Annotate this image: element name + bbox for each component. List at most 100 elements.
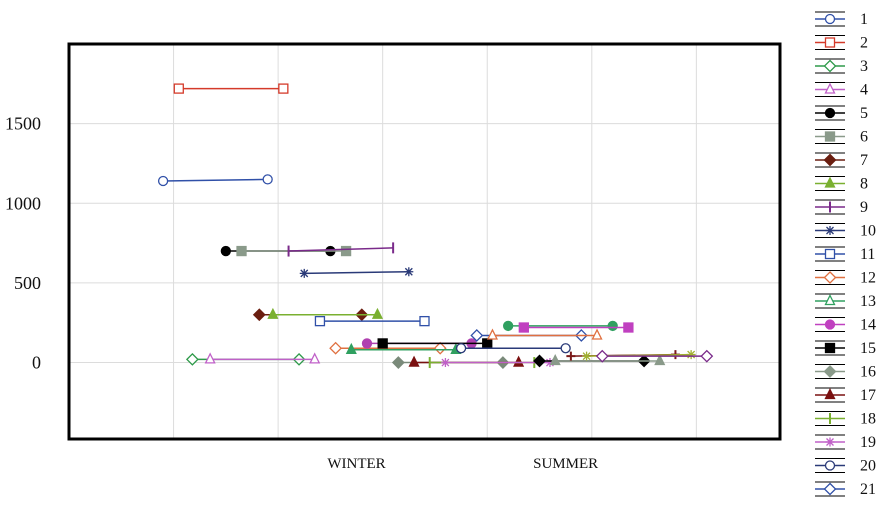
legend-item: 15 xyxy=(815,340,876,357)
legend-marker xyxy=(824,13,836,25)
legend-label: 9 xyxy=(860,199,868,216)
legend-item: 2 xyxy=(815,35,868,52)
series-24 xyxy=(518,322,634,333)
legend-marker xyxy=(823,482,837,496)
legend-marker xyxy=(824,176,836,188)
data-point xyxy=(549,354,561,366)
series-29 xyxy=(595,349,714,363)
legend-marker xyxy=(823,153,837,167)
series-26 xyxy=(549,354,666,366)
series-2 xyxy=(173,83,289,94)
legend-marker xyxy=(825,226,835,235)
legend-marker xyxy=(824,460,836,471)
legend-item: 11 xyxy=(815,246,875,263)
plot-frame xyxy=(67,42,782,441)
data-point xyxy=(470,329,484,342)
legend-marker xyxy=(824,37,836,48)
legend-marker xyxy=(824,319,836,330)
data-point xyxy=(278,83,289,94)
legend-label: 5 xyxy=(860,105,868,122)
legend-item: 19 xyxy=(815,434,876,451)
data-point xyxy=(607,320,618,332)
y-tick-label: 1000 xyxy=(5,193,41,213)
data-point xyxy=(267,307,279,319)
series-22 xyxy=(486,328,603,340)
data-point xyxy=(591,328,603,340)
data-point xyxy=(309,352,321,364)
data-point xyxy=(433,341,447,355)
legend-marker xyxy=(824,131,836,142)
legend-item: 18 xyxy=(815,411,876,428)
grid xyxy=(69,44,780,439)
legend-label: 1 xyxy=(860,11,868,28)
legend-item: 17 xyxy=(815,387,876,404)
data-point xyxy=(404,267,414,277)
legend-label: 10 xyxy=(860,223,876,240)
legend-label: 7 xyxy=(860,152,868,169)
legend-item: 1 xyxy=(815,11,868,28)
legend-item: 16 xyxy=(815,364,876,381)
series-11 xyxy=(314,315,430,327)
series-9 xyxy=(287,242,395,257)
legend-label: 13 xyxy=(860,293,876,310)
legend-item: 10 xyxy=(815,223,876,240)
data-point xyxy=(361,338,373,349)
data-point xyxy=(314,315,326,327)
legend-item: 6 xyxy=(815,129,868,146)
legend-label: 8 xyxy=(860,176,868,193)
legend-marker xyxy=(825,437,835,447)
series-line xyxy=(163,178,268,182)
data-point xyxy=(220,245,231,257)
data-point xyxy=(560,343,571,354)
y-tick-label: 500 xyxy=(14,273,41,293)
data-point xyxy=(173,83,184,94)
legend-marker xyxy=(824,388,836,400)
legend-label: 21 xyxy=(860,481,876,498)
data-point xyxy=(533,354,546,368)
legend-item: 3 xyxy=(815,58,868,75)
data-point xyxy=(486,328,499,340)
data-point xyxy=(440,358,450,368)
legend-marker xyxy=(824,248,836,260)
data-point xyxy=(340,245,352,257)
legend-label: 6 xyxy=(860,129,868,146)
y-axis-ticks: 0 500 1000 1500 xyxy=(5,114,41,373)
legend-label: 18 xyxy=(860,411,876,428)
legend-label: 2 xyxy=(860,35,868,52)
y-tick-label: 1500 xyxy=(5,114,41,134)
series-1 xyxy=(157,174,273,187)
data-point xyxy=(582,351,592,361)
data-point xyxy=(419,315,430,327)
legend-label: 3 xyxy=(860,58,868,75)
legend-label: 12 xyxy=(860,270,876,287)
data-point xyxy=(455,343,467,354)
series-20 xyxy=(455,343,571,354)
data-point xyxy=(502,320,514,332)
series-8 xyxy=(267,307,384,319)
data-point xyxy=(686,350,696,360)
series-layer xyxy=(157,83,714,369)
data-point xyxy=(482,338,493,349)
legend-label: 15 xyxy=(860,340,876,357)
legend-label: 11 xyxy=(860,246,875,263)
series-line xyxy=(288,247,394,252)
data-point xyxy=(654,354,666,366)
series-10 xyxy=(299,267,414,278)
data-point xyxy=(329,341,343,355)
data-point xyxy=(252,308,266,322)
legend-marker xyxy=(824,294,836,306)
legend-item: 20 xyxy=(815,458,876,475)
data-point xyxy=(391,356,405,369)
data-point xyxy=(623,322,634,333)
legend-marker xyxy=(823,59,837,73)
legend-marker xyxy=(823,271,837,284)
data-point xyxy=(377,338,388,349)
data-point xyxy=(371,307,384,319)
legend-item: 14 xyxy=(815,317,876,334)
data-point xyxy=(566,351,576,361)
legend-label: 16 xyxy=(860,364,876,381)
legend-marker xyxy=(824,82,836,94)
data-point xyxy=(595,349,609,363)
legend-label: 17 xyxy=(860,387,876,404)
